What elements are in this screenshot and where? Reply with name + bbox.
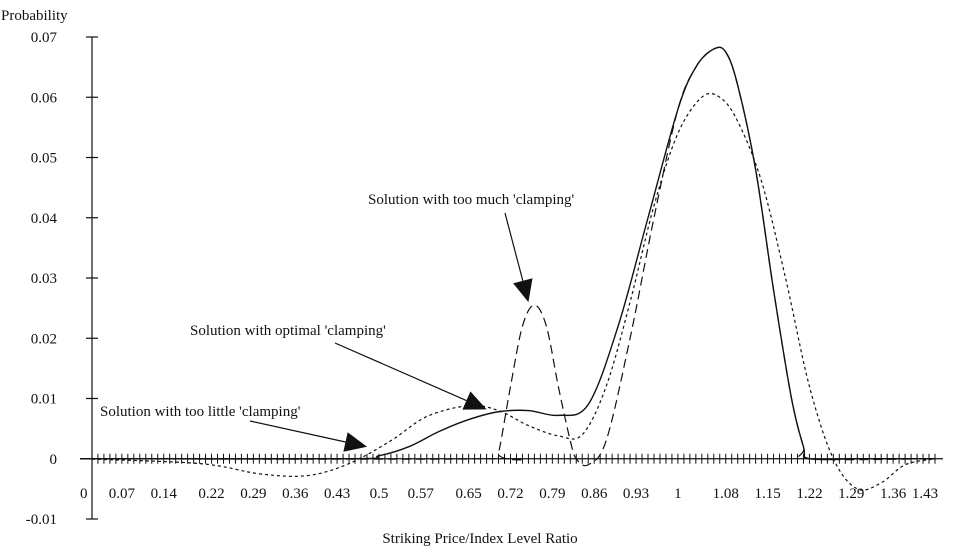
x-tick-label: 0.43 [324,486,350,502]
x-tick-label: 1 [674,486,682,502]
y-tick-label: 0.04 [31,211,58,227]
y-tick-label: 0.05 [31,151,57,167]
series-line-too-much [79,46,936,467]
x-tick-label: 0.86 [581,486,608,502]
x-tick-label: 0.79 [539,486,565,502]
annotation-arrowhead-optimal [462,391,487,410]
annotation-arrowhead-too-little [343,432,367,452]
y-tick-label: 0.06 [31,90,58,106]
y-tick-label: 0 [50,452,58,468]
x-tick-label: 0 [80,486,88,502]
annotation-too-much-label: Solution with too much 'clamping' [368,192,575,208]
y-tick-label: 0.07 [31,30,58,46]
x-tick-label: 1.22 [796,486,822,502]
x-tick-label: 0.29 [240,486,266,502]
annotation-arrows [249,212,533,452]
x-tick-label: 1.29 [838,486,864,502]
x-tick-label: 0.72 [497,486,523,502]
y-tick-label: 0.03 [31,271,57,287]
series-layer [79,46,936,491]
y-axis: -0.01 0 0.01 0.02 0.03 0.04 0.05 0.06 0.07 [26,30,98,528]
annotation-too-little-label: Solution with too little 'clamping' [100,404,301,420]
x-tick-label: 1.15 [754,486,780,502]
series-line-optimal [79,46,935,461]
x-tick-label: 0.5 [370,486,389,502]
y-tick-label: 0.01 [31,392,57,408]
x-tick-label: 0.22 [198,486,224,502]
x-axis: 0 0.07 0.14 0.22 0.29 0.36 0.43 0.5 0.57 0.65 0.72… [80,453,943,502]
x-tick-label: 1.36 [880,486,907,502]
annotation-optimal-label: Solution with optimal 'clamping' [190,323,386,339]
x-tick-label: 0.57 [408,486,435,502]
annotation-arrow-too-much [504,212,524,281]
y-tick-label: -0.01 [26,512,57,528]
x-tick-label: 0.14 [151,486,178,502]
x-tick-label: 0.07 [109,486,136,502]
y-tick-label: 0.02 [31,331,57,347]
series-line-too-little [79,92,936,491]
annotation-arrow-optimal [334,342,467,402]
x-tick-label: 0.65 [456,486,482,502]
x-tick-label: 0.93 [623,486,649,502]
x-tick-label: 0.36 [282,486,309,502]
annotation-arrow-too-little [249,420,346,443]
x-axis-title: Striking Price/Index Level Ratio [382,531,577,547]
annotation-arrowhead-too-much [513,278,533,303]
y-axis-title: Probability [1,8,68,24]
x-tick-label: 1.43 [912,486,938,502]
x-tick-label: 1.08 [713,486,739,502]
